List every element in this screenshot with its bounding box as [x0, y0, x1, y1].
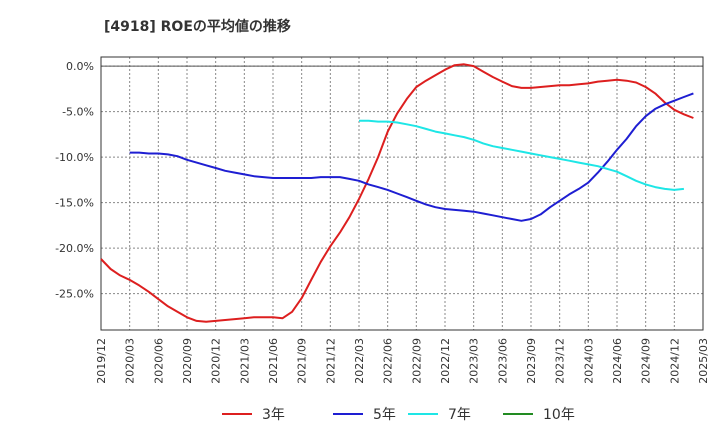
- x-tick-label: 2021/06: [267, 338, 280, 384]
- x-tick-label: 2021/03: [238, 338, 251, 384]
- y-axis: 0.0% -5.0% -10.0% -15.0% -20.0% -25.0%: [55, 60, 94, 301]
- x-tick-label: 2023/09: [525, 338, 538, 384]
- legend: 3年 5年 7年 10年: [222, 407, 575, 423]
- x-tick-label: 2020/09: [181, 338, 194, 384]
- x-tick-label: 2020/03: [124, 338, 137, 384]
- chart-title: [4918] ROEの平均値の推移: [104, 18, 291, 35]
- x-tick-label: 2024/12: [668, 338, 681, 384]
- x-tick-label: 2019/12: [95, 338, 108, 384]
- x-tick-label: 2023/12: [554, 338, 567, 384]
- x-tick-label: 2022/09: [410, 338, 423, 384]
- series-line-3年: [100, 63, 694, 323]
- y-tick-label: -15.0%: [55, 197, 94, 210]
- y-tick-label: -25.0%: [55, 288, 94, 301]
- x-tick-label: 2021/12: [324, 338, 337, 384]
- y-tick-label: -20.0%: [55, 242, 94, 255]
- x-tick-label: 2024/09: [640, 338, 653, 384]
- x-tick-label: 2023/06: [496, 338, 509, 384]
- legend-label: 3年: [262, 407, 285, 423]
- x-tick-label: 2020/06: [152, 338, 165, 384]
- legend-label: 10年: [543, 407, 575, 423]
- x-tick-label: 2020/12: [210, 338, 223, 384]
- x-tick-label: 2021/09: [296, 338, 309, 384]
- y-tick-label: -5.0%: [62, 106, 94, 119]
- series-line-7年: [359, 119, 685, 191]
- legend-label: 5年: [373, 407, 396, 423]
- series-line-5年: [129, 92, 694, 222]
- x-tick-label: 2023/03: [468, 338, 481, 384]
- y-tick-label: -10.0%: [55, 151, 94, 164]
- x-tick-label: 2024/06: [611, 338, 624, 384]
- series-lines: [100, 63, 694, 323]
- x-tick-label: 2022/12: [439, 338, 452, 384]
- grid: [100, 57, 704, 330]
- x-tick-label: 2024/03: [582, 338, 595, 384]
- x-tick-label: 2025/03: [697, 338, 710, 384]
- x-axis: 2019/12 2020/03 2020/06 2020/09 2020/12 2021/…: [95, 338, 710, 384]
- x-tick-label: 2022/03: [353, 338, 366, 384]
- legend-label: 7年: [448, 407, 471, 423]
- plot-area: [100, 56, 704, 331]
- x-tick-label: 2022/06: [382, 338, 395, 384]
- y-tick-label: 0.0%: [66, 60, 94, 73]
